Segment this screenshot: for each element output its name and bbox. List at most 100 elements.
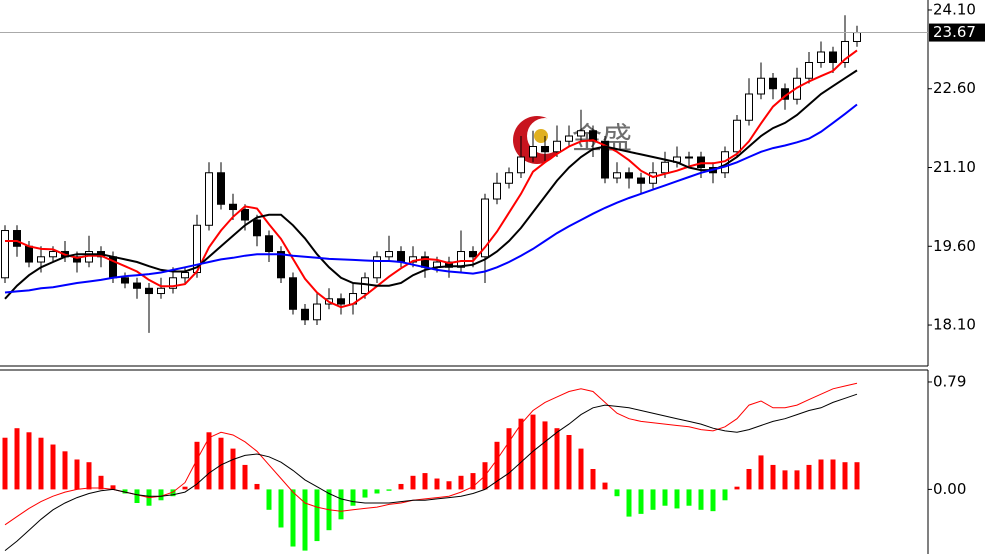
candle-body xyxy=(841,40,849,63)
macd-bar xyxy=(350,489,356,506)
candle-body xyxy=(337,298,345,305)
candle-body xyxy=(613,172,621,179)
macd-bar xyxy=(782,470,788,490)
macd-bar xyxy=(614,489,620,497)
macd-bar xyxy=(650,489,656,510)
candle-body xyxy=(457,251,465,268)
macd-bar xyxy=(446,481,452,490)
macd-bar xyxy=(698,489,704,510)
macd-bar xyxy=(122,489,128,494)
y-tick-label: 21.10 xyxy=(933,158,976,176)
candle-body xyxy=(37,256,45,263)
macd-bar xyxy=(566,435,572,490)
macd-bar xyxy=(434,478,440,490)
candle-body xyxy=(745,93,753,121)
candle-body xyxy=(565,135,573,142)
candle-body xyxy=(289,277,297,310)
candle-body xyxy=(25,245,33,263)
candle-body xyxy=(529,146,537,158)
indicator-line xyxy=(4,103,858,294)
macd-bar xyxy=(710,489,716,512)
candle-body xyxy=(373,256,381,279)
candle-body xyxy=(769,77,777,90)
candle-body xyxy=(829,51,837,63)
macd-bar xyxy=(662,489,668,506)
macd-bar xyxy=(86,462,92,490)
macd-bar xyxy=(2,437,8,490)
y-tick-label: 18.10 xyxy=(933,316,976,334)
macd-bar xyxy=(506,428,512,490)
candle-body xyxy=(217,172,225,205)
macd-bar xyxy=(194,441,200,490)
candle-body xyxy=(733,119,741,153)
macd-bar xyxy=(98,475,104,490)
macd-bar xyxy=(854,462,860,490)
candle-body xyxy=(817,51,825,63)
macd-bar xyxy=(242,464,248,490)
candle-body xyxy=(637,177,645,184)
macd-bar xyxy=(410,475,416,490)
candle-body xyxy=(685,156,693,159)
macd-bar xyxy=(290,489,296,547)
macd-bar xyxy=(518,418,524,490)
macd-bar xyxy=(458,475,464,490)
candle-body xyxy=(133,282,141,289)
candle-body xyxy=(481,198,489,258)
macd-bar xyxy=(386,489,392,491)
macd-bar xyxy=(14,428,20,490)
candle-body xyxy=(805,61,813,79)
macd-bar xyxy=(734,486,740,490)
y-tick-label: 24.10 xyxy=(933,0,976,18)
macd-bar xyxy=(758,455,764,490)
macd-bar xyxy=(686,489,692,506)
candle-body xyxy=(1,230,9,279)
macd-bar xyxy=(470,473,476,490)
macd-bar xyxy=(134,489,140,504)
indicator-line xyxy=(4,393,858,551)
macd-bar xyxy=(158,489,164,501)
candle-body xyxy=(265,235,273,253)
macd-bar xyxy=(254,483,260,490)
macd-bar xyxy=(50,444,56,490)
macd-bar xyxy=(338,489,344,520)
candle-body xyxy=(493,182,501,200)
macd-bar xyxy=(266,489,272,510)
macd-bar xyxy=(374,489,380,494)
y-tick-label: 19.60 xyxy=(933,237,976,255)
macd-bar xyxy=(206,432,212,490)
candle-body xyxy=(625,172,633,179)
macd-bar xyxy=(230,448,236,490)
candle-body xyxy=(253,219,261,237)
indicator-line xyxy=(4,382,858,526)
candle-body xyxy=(301,308,309,321)
macd-bar xyxy=(182,486,188,490)
candle-body xyxy=(121,277,129,284)
macd-bar xyxy=(218,437,224,490)
macd-bar xyxy=(638,489,644,514)
macd-bar xyxy=(38,437,44,490)
macd-bar xyxy=(626,489,632,517)
y-tick-label: 0.79 xyxy=(933,372,966,390)
macd-bar xyxy=(806,464,812,490)
macd-bar xyxy=(494,441,500,490)
last-price-box xyxy=(929,23,985,42)
candle-body xyxy=(145,287,153,295)
macd-bar xyxy=(110,485,116,490)
macd-bar xyxy=(170,489,176,497)
logo-dot xyxy=(534,129,548,143)
y-tick-label: 22.60 xyxy=(933,79,976,97)
macd-bar xyxy=(590,469,596,490)
macd-bar xyxy=(602,482,608,490)
indicator-line xyxy=(5,49,858,309)
last-price-label: 23.67 xyxy=(933,23,976,41)
macd-bar xyxy=(398,483,404,490)
macd-bar xyxy=(542,421,548,490)
candle-body xyxy=(241,209,249,221)
candle-body xyxy=(577,130,585,137)
macd-bar xyxy=(818,459,824,490)
candle-body xyxy=(181,272,189,279)
candle-body xyxy=(853,32,861,42)
candle-body xyxy=(757,77,765,95)
candle-body xyxy=(13,230,21,247)
